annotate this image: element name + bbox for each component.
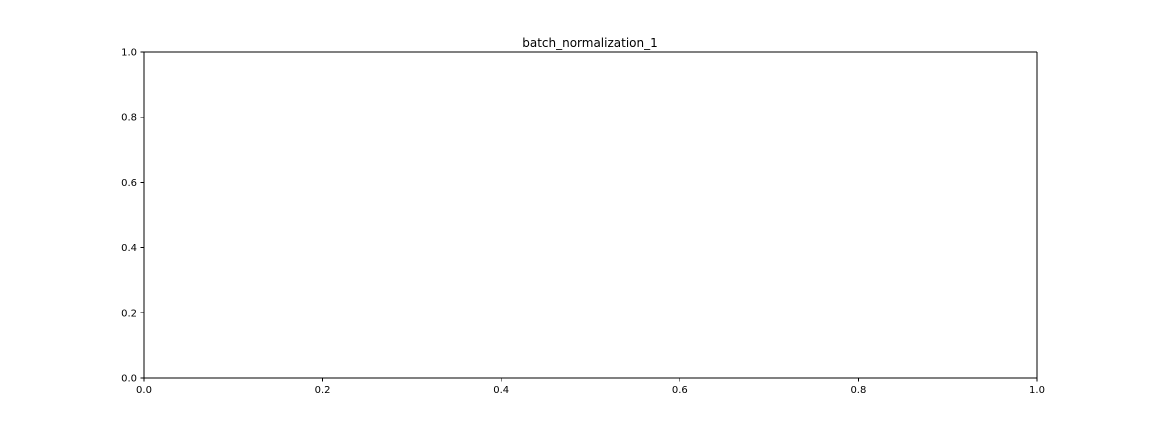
x-tick-label: 0.0: [136, 385, 152, 396]
y-tick-label: 1.0: [121, 48, 137, 59]
x-tick-label: 0.6: [672, 385, 688, 396]
y-tick-label: 0.0: [121, 374, 137, 385]
x-tick-label: 1.0: [1029, 385, 1045, 396]
x-axis-ticks: 0.0 0.2 0.4 0.6 0.8 1.0: [136, 378, 1045, 396]
y-tick-label: 0.4: [121, 243, 137, 254]
axes: [143, 51, 1038, 379]
y-tick-label: 0.6: [121, 178, 137, 189]
chart-title: batch_normalization_1: [522, 36, 658, 50]
y-axis-ticks: 0.0 0.2 0.4 0.6 0.8 1.0: [121, 48, 144, 385]
plot-area: [144, 52, 1037, 378]
y-tick-label: 0.2: [121, 308, 137, 319]
y-tick-label: 0.8: [121, 113, 137, 124]
x-tick-label: 0.4: [493, 385, 509, 396]
x-tick-label: 0.8: [850, 385, 866, 396]
x-tick-label: 0.2: [315, 385, 331, 396]
